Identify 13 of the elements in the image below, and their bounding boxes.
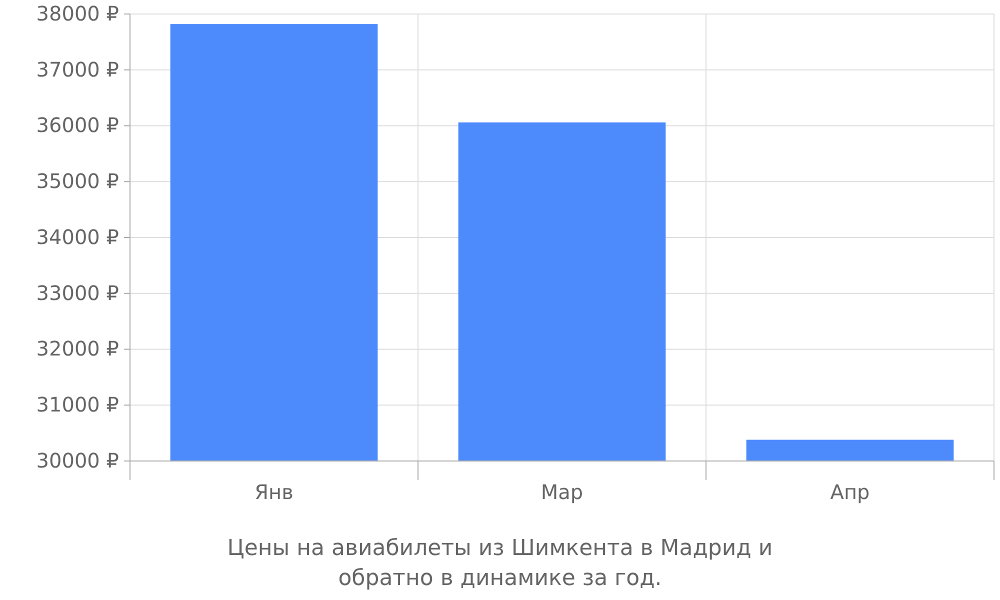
y-tick-label: 36000 ₽ [36,113,120,138]
text: Цены на авиабилеты из Шимкента в Мадрид и обратно в динамике за год. [227,536,773,591]
y-tick-label: 35000 ₽ [36,169,120,194]
y-tick-label: 32000 ₽ [36,336,120,361]
x-tick-label: Апр [830,480,870,504]
y-tick-label: 38000 ₽ [36,1,120,26]
y-tick-label: 37000 ₽ [36,57,120,82]
y-tick-label: 30000 ₽ [36,448,120,472]
y-tick-label: 34000 ₽ [36,224,120,249]
x-tick-label: Мар [540,480,584,504]
x-tick-label: Янв [254,480,294,504]
y-tick-label: 31000 ₽ [36,392,120,417]
y-tick-label: 33000 ₽ [36,280,120,305]
